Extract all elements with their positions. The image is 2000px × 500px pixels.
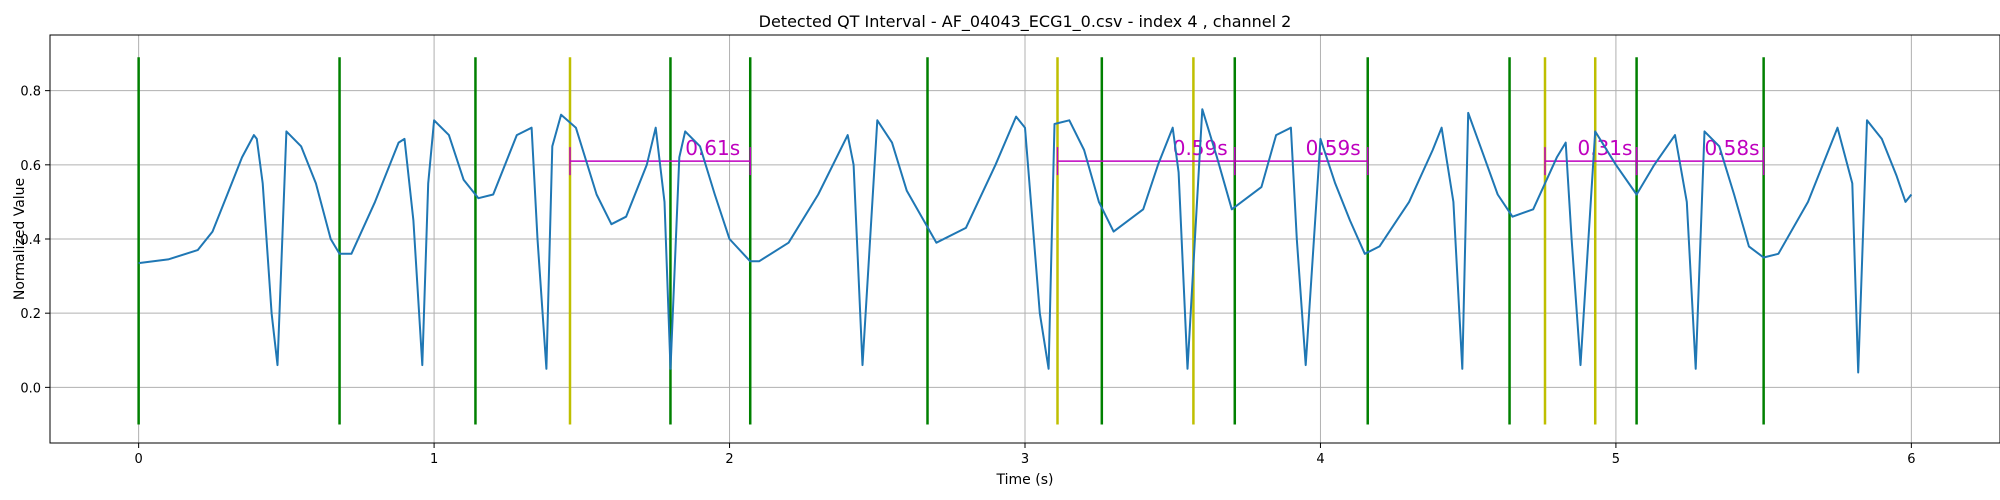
chart-title: Detected QT Interval - AF_04043_ECG1_0.c… [759,12,1292,32]
x-tick-label: 3 [1021,452,1029,467]
y-axis-label: Normalized Value [12,178,28,300]
ecg-signal-line [138,108,1913,374]
x-tick-label: 5 [1612,452,1620,467]
x-tick-label: 4 [1316,452,1324,467]
series-group [138,108,1913,374]
y-tick-label: 0.8 [20,85,41,100]
y-ticks: 0.0 0.2 0.4 0.6 0.8 [20,85,50,396]
y-tick-label: 0.6 [20,159,41,174]
x-tick-label: 6 [1907,452,1915,467]
x-tick-label: 0 [134,452,142,467]
x-tick-label: 1 [430,452,438,467]
qt-interval-label: 0.59s [1306,136,1361,160]
x-ticks: 0 1 2 3 4 5 6 [134,443,1916,467]
x-axis-label: Time (s) [996,472,1054,488]
marker-lines [137,57,1765,425]
y-tick-label: 0.2 [20,307,41,322]
y-tick-label: 0.0 [20,381,41,396]
y-tick-label: 0.4 [20,233,41,248]
grid [50,35,2000,443]
x-tick-label: 2 [725,452,733,467]
